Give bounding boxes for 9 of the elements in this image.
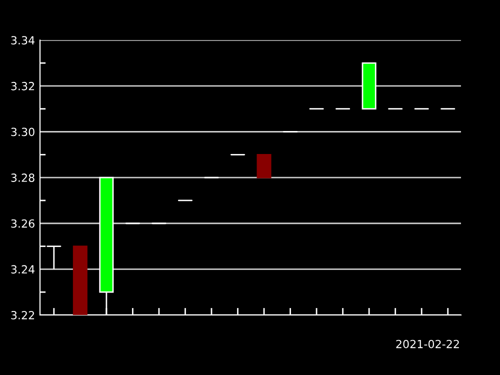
y-tick-label: 3.26	[11, 219, 34, 228]
y-tick-label: 3.22	[11, 310, 34, 320]
y-tick-label: 3.30	[11, 128, 34, 136]
y-tick-label: 3.24	[11, 265, 35, 274]
candlestick	[256, 154, 272, 178]
text: 2021-02-22	[396, 340, 459, 348]
y-tick-label: 3.32	[11, 82, 34, 90]
y-tick-label: 3.34	[11, 36, 35, 45]
y-tick-label: 3.28	[11, 174, 34, 182]
